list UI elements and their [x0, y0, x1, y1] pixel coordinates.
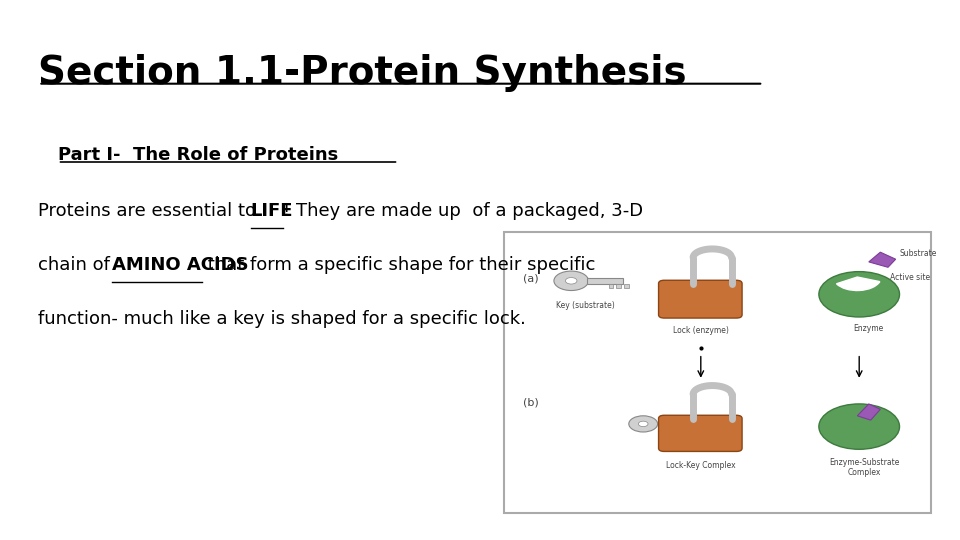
FancyBboxPatch shape: [659, 415, 742, 451]
Text: Key (substrate): Key (substrate): [556, 301, 615, 310]
Polygon shape: [869, 252, 896, 267]
Text: that form a specific shape for their specific: that form a specific shape for their spe…: [202, 256, 595, 274]
Text: LIFE: LIFE: [251, 202, 293, 220]
FancyBboxPatch shape: [504, 232, 931, 513]
Text: Lock-Key Complex: Lock-Key Complex: [666, 461, 735, 470]
FancyBboxPatch shape: [659, 280, 742, 318]
Text: function- much like a key is shaped for a specific lock.: function- much like a key is shaped for …: [38, 310, 526, 328]
FancyBboxPatch shape: [658, 421, 684, 427]
Text: AMINO ACIDS: AMINO ACIDS: [112, 256, 249, 274]
Text: chain of: chain of: [38, 256, 116, 274]
FancyBboxPatch shape: [587, 278, 623, 284]
Text: Substrate: Substrate: [900, 249, 937, 258]
Text: Section 1.1-Protein Synthesis: Section 1.1-Protein Synthesis: [38, 54, 687, 92]
Circle shape: [819, 404, 900, 449]
Bar: [624, 284, 629, 288]
Circle shape: [629, 416, 658, 432]
Text: Enzyme: Enzyme: [853, 324, 884, 333]
Text: Enzyme-Substrate
Complex: Enzyme-Substrate Complex: [828, 458, 900, 477]
Bar: [616, 284, 621, 288]
Text: Part I-  The Role of Proteins: Part I- The Role of Proteins: [58, 146, 338, 164]
Polygon shape: [857, 404, 880, 420]
Text: Proteins are essential to: Proteins are essential to: [38, 202, 262, 220]
Wedge shape: [836, 277, 879, 291]
Circle shape: [565, 278, 577, 284]
Text: (b): (b): [523, 397, 539, 407]
Text: (a): (a): [523, 273, 539, 283]
Text: ! They are made up  of a packaged, 3-D: ! They are made up of a packaged, 3-D: [283, 202, 643, 220]
Text: Lock (enzyme): Lock (enzyme): [673, 326, 729, 335]
Circle shape: [638, 421, 648, 427]
Circle shape: [819, 272, 900, 317]
Text: Active site: Active site: [890, 273, 930, 281]
Bar: [609, 284, 613, 288]
Circle shape: [554, 271, 588, 291]
